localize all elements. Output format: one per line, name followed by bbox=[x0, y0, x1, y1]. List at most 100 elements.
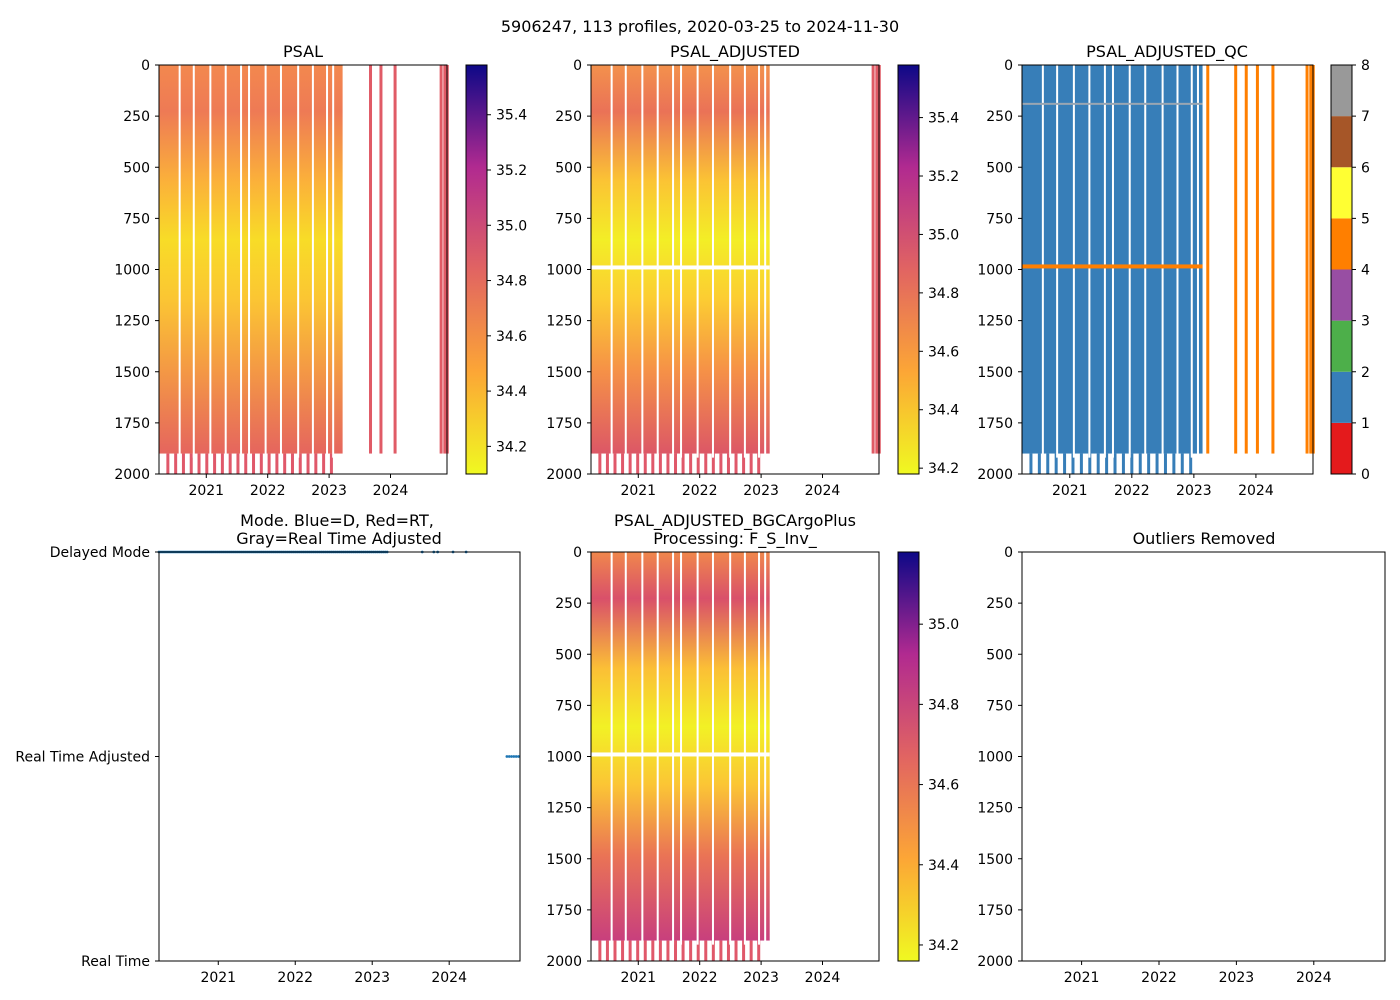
panel-title: PSAL_ADJUSTED_BGCArgoPlus bbox=[614, 511, 856, 531]
profile-gap bbox=[332, 65, 335, 458]
x-tick-label: 2023 bbox=[743, 970, 779, 986]
profile-gap bbox=[311, 65, 314, 458]
axis-ticks: 2021 2022 2023 2024 0 250 500 750 1000 1250 1500 17… bbox=[977, 545, 1331, 986]
colorbar: 0 1 2 3 4 5 6 7 8 bbox=[1330, 58, 1370, 483]
x-tick-label: 2022 bbox=[277, 970, 313, 986]
profile-gap bbox=[641, 65, 644, 458]
panel-outliers: Outliers Removed 2021 2022 2023 2024 0 250 500… bbox=[977, 529, 1386, 986]
qc1-deep-profile bbox=[1063, 453, 1067, 474]
qc4-profile bbox=[1255, 65, 1259, 454]
y-tick-label: 750 bbox=[986, 211, 1013, 227]
profile-gap bbox=[1176, 65, 1179, 458]
colorbar-gradient bbox=[897, 64, 920, 475]
profile-gap bbox=[1161, 65, 1164, 458]
colorbar-tick-label: 0 bbox=[1361, 467, 1370, 483]
colorbar-gradient bbox=[897, 551, 920, 962]
deep-profile bbox=[696, 453, 700, 474]
profile-gap bbox=[279, 65, 282, 458]
profile-gap bbox=[764, 552, 767, 945]
colorbar-tick-label: 34.2 bbox=[928, 461, 959, 477]
y-tick-label: Real Time Adjusted bbox=[15, 750, 150, 766]
profile-gap bbox=[672, 65, 675, 458]
deep-profile bbox=[666, 940, 670, 961]
qc1-deep-profile bbox=[1071, 453, 1075, 474]
plot-area bbox=[157, 550, 520, 758]
colorbar-ticks: 34.2 34.4 34.6 34.8 35.0 35.2 35.4 bbox=[487, 108, 527, 455]
qc1-deep-profile bbox=[1105, 453, 1109, 474]
adjusted-mode-point bbox=[510, 755, 513, 758]
plot-area bbox=[159, 65, 449, 474]
profile-gap bbox=[696, 552, 699, 945]
profile-gap bbox=[729, 552, 732, 945]
adjusted-mode-point bbox=[507, 755, 511, 758]
colorbar-tick-label: 5 bbox=[1361, 211, 1370, 227]
colorbar-tick-label: 35.2 bbox=[496, 163, 527, 179]
qc1-deep-profile bbox=[1172, 453, 1176, 474]
x-tick-label: 2024 bbox=[805, 483, 841, 499]
y-tick-label: 250 bbox=[986, 109, 1013, 125]
deep-profile bbox=[636, 940, 640, 961]
colorbar-tick-label: 8 bbox=[1361, 58, 1370, 74]
panel-psal-adjusted-qc: PSAL_ADJUSTED_QC 2021 2022 2023 20240250500… bbox=[977, 42, 1370, 499]
y-tick-label: 1250 bbox=[114, 314, 150, 330]
colorbar-tick-label: 35.0 bbox=[496, 218, 527, 234]
qc1-deep-profile bbox=[1180, 453, 1184, 474]
sparse-profile bbox=[443, 65, 447, 454]
y-tick-label: 2000 bbox=[977, 954, 1013, 970]
profile-gap bbox=[764, 65, 767, 458]
y-tick-label: 500 bbox=[555, 160, 582, 176]
deep-profile bbox=[681, 940, 685, 961]
profile-gap bbox=[240, 65, 243, 458]
y-tick-label: 250 bbox=[555, 109, 582, 125]
qc-colorbar-block bbox=[1331, 371, 1352, 423]
profile-gap bbox=[624, 552, 627, 945]
colorbar-ticks: 34.2 34.4 34.6 34.8 35.0 35.2 35.4 bbox=[919, 111, 959, 477]
qc-colorbar-block bbox=[1331, 65, 1352, 117]
profile-gap bbox=[297, 65, 300, 458]
y-tick-label: 2000 bbox=[546, 467, 582, 483]
y-tick-label: 1250 bbox=[546, 314, 582, 330]
missing-level bbox=[591, 752, 770, 757]
profile-gap bbox=[610, 65, 613, 458]
figure-title: 5906247, 113 profiles, 2020-03-25 to 202… bbox=[501, 17, 899, 36]
y-tick-label: 1250 bbox=[977, 314, 1013, 330]
panel-title-line2: Gray=Real Time Adjusted bbox=[236, 529, 442, 548]
deep-profile bbox=[757, 940, 761, 961]
colorbar-tick-label: 3 bbox=[1361, 314, 1370, 330]
adjusted-mode-point bbox=[514, 755, 518, 758]
x-tick-label: 2021 bbox=[1052, 483, 1088, 499]
colorbar-tick-label: 34.4 bbox=[496, 384, 527, 400]
y-tick-label: 750 bbox=[555, 211, 582, 227]
adjusted-mode-point bbox=[512, 755, 516, 758]
y-tick-label: 2000 bbox=[546, 954, 582, 970]
qc1-deep-profile bbox=[1037, 453, 1041, 474]
deep-profile bbox=[643, 940, 647, 961]
x-tick-label: 2022 bbox=[682, 483, 718, 499]
x-tick-label: 2021 bbox=[620, 483, 656, 499]
x-tick-label: 2022 bbox=[250, 483, 286, 499]
y-tick-label: 0 bbox=[1004, 545, 1013, 561]
axes-frame bbox=[1021, 551, 1386, 962]
y-tick-label: 250 bbox=[555, 596, 582, 612]
deep-profile bbox=[628, 453, 632, 474]
deep-profile bbox=[290, 453, 294, 474]
qc1-deep-profile bbox=[1147, 453, 1151, 474]
profile-gap bbox=[1190, 65, 1193, 458]
colorbar-ticks: 0 1 2 3 4 5 6 7 8 bbox=[1352, 58, 1370, 483]
deep-profile bbox=[621, 940, 625, 961]
panel-psal: PSAL 2021 2022 2023 2024 0 250 500 750 1000 1250 1… bbox=[114, 42, 527, 499]
deep-profile bbox=[674, 940, 678, 961]
x-tick-label: 2023 bbox=[743, 483, 779, 499]
deep-profile bbox=[205, 453, 209, 474]
qc1-deep-profile bbox=[1130, 453, 1134, 474]
x-tick-label: 2021 bbox=[188, 483, 224, 499]
x-tick-label: 2024 bbox=[373, 483, 409, 499]
qc4-profile bbox=[1305, 65, 1309, 454]
x-tick-label: 2024 bbox=[1296, 970, 1332, 986]
y-tick-label: 0 bbox=[141, 58, 150, 74]
qc1-deep-profile bbox=[1138, 453, 1142, 474]
profile-gap bbox=[178, 65, 181, 458]
deep-profile bbox=[719, 453, 723, 474]
y-tick-label: 1750 bbox=[546, 416, 582, 432]
profile-gap bbox=[224, 65, 227, 458]
